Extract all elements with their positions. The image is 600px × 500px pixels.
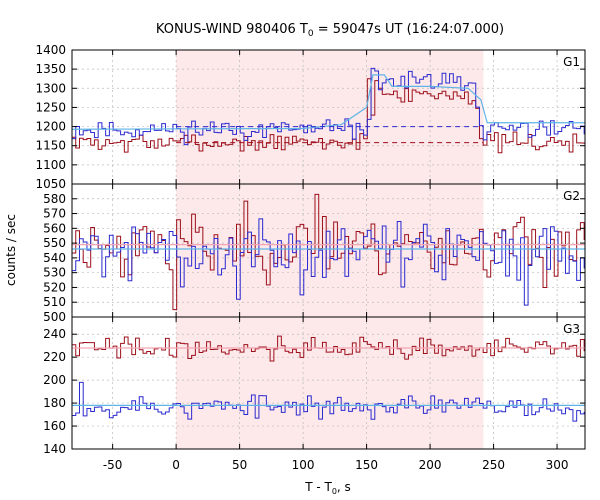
y-tick-label: 240 <box>43 327 66 341</box>
series-group <box>72 67 585 154</box>
y-tick-label: 160 <box>43 419 66 433</box>
x-tick-label: 50 <box>232 458 247 472</box>
y-axis-label: counts / sec <box>4 214 18 286</box>
y-tick-label: 200 <box>43 373 66 387</box>
y-tick-label: 1300 <box>35 81 66 95</box>
x-axis-label: T - T0, s <box>304 480 351 496</box>
x-tick-label: -50 <box>103 458 123 472</box>
chart-title: KONUS-WIND 980406 T0 = 59047s UT (16:24:… <box>156 22 504 39</box>
shaded-interval <box>176 317 484 449</box>
x-tick-label: 250 <box>482 458 505 472</box>
y-tick-label: 580 <box>43 192 66 206</box>
y-tick-label: 520 <box>43 280 66 294</box>
panel-g3: 140 160 180 200 220 240 G3 <box>43 316 586 456</box>
y-tick-label: 500 <box>43 310 66 324</box>
x-tick-label: 300 <box>546 458 569 472</box>
fit-curve <box>72 74 585 130</box>
y-tick-label: 220 <box>43 350 66 364</box>
panel-label: G2 <box>563 189 580 203</box>
y-tick-label: 1350 <box>35 62 66 76</box>
y-tick-label: 180 <box>43 396 66 410</box>
y-tick-label: 530 <box>43 266 66 280</box>
series-blue-g3 <box>72 381 585 422</box>
x-tick-label: 150 <box>355 458 378 472</box>
panel-frame <box>71 316 586 450</box>
y-tick-label: 570 <box>43 207 66 221</box>
y-tick-label: 1150 <box>35 139 66 153</box>
y-tick-label: 1050 <box>35 177 66 191</box>
y-tick-label: 560 <box>43 221 66 235</box>
y-tick-label: 1250 <box>35 100 66 114</box>
y-tick-label: 1400 <box>35 43 66 57</box>
y-tick-label: 140 <box>43 442 66 456</box>
series-red-g1 <box>72 78 585 154</box>
shaded-interval <box>176 50 484 184</box>
y-tick-label: 1100 <box>35 158 66 172</box>
y-tick-label: 510 <box>43 295 66 309</box>
panel-label: G1 <box>563 55 580 69</box>
x-tick-label: 200 <box>419 458 442 472</box>
panel-label: G3 <box>563 322 580 336</box>
y-tick-label: 550 <box>43 236 66 250</box>
panel-g1: 1050 1100 1150 1200 1250 1300 1350 1400 G1 <box>35 43 586 191</box>
y-tick-label: 540 <box>43 251 66 265</box>
y-tick-label: 1200 <box>35 120 66 134</box>
x-tick-label: 100 <box>292 458 315 472</box>
x-tick-label: 0 <box>172 458 180 472</box>
series-group <box>72 335 585 422</box>
series-group <box>72 193 585 311</box>
plot-layer: 10501100115012001250130013501400G1500510… <box>35 43 586 472</box>
